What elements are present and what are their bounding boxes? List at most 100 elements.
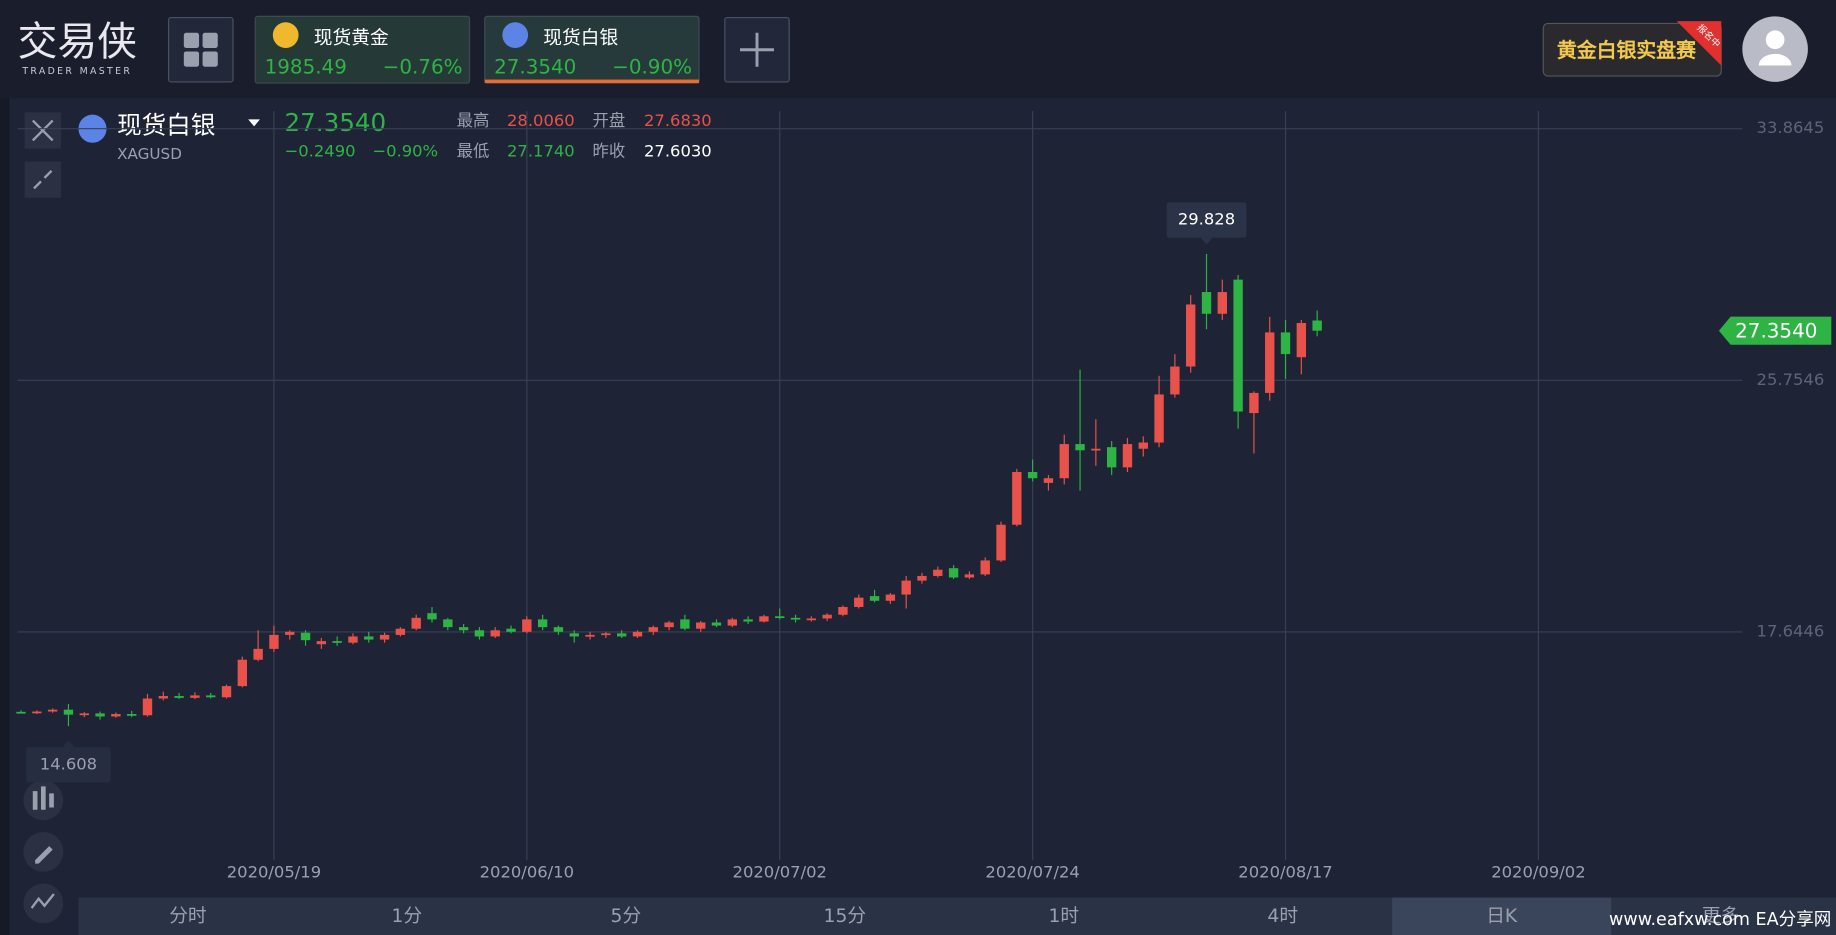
- candle-body: [1201, 292, 1212, 314]
- candle-body: [379, 634, 390, 640]
- candle-body: [553, 627, 564, 632]
- candle-body: [285, 631, 295, 635]
- candle-body: [996, 524, 1006, 561]
- candle-body: [364, 636, 374, 640]
- tab-gold[interactable]: [254, 15, 471, 84]
- close-icon: [31, 119, 54, 142]
- timeframe[interactable]: 15分: [824, 906, 867, 927]
- y-tick-label: 17.6446: [1757, 621, 1825, 640]
- candle-body: [854, 597, 864, 607]
- candle-body: [221, 686, 232, 698]
- candle-body: [1027, 472, 1038, 479]
- timeframe[interactable]: 4时: [1267, 906, 1298, 927]
- candle-body: [348, 636, 358, 643]
- tab-price: 1985.49: [265, 55, 347, 78]
- low-label: 最低: [457, 142, 490, 161]
- timeframe[interactable]: 分时: [169, 906, 206, 927]
- candle-body: [1122, 444, 1133, 468]
- tool-buttons: [23, 780, 64, 924]
- candle-body: [190, 695, 200, 698]
- candle-body: [901, 580, 911, 595]
- tab-price: 27.3540: [494, 55, 576, 78]
- candle-body: [158, 696, 168, 699]
- timeframe[interactable]: 1分: [392, 906, 423, 927]
- grid-button[interactable]: [168, 16, 234, 83]
- candle-body: [1138, 442, 1148, 449]
- candle-body: [1106, 447, 1117, 468]
- timeframe[interactable]: 1时: [1048, 906, 1079, 927]
- open-label: 开盘: [592, 111, 625, 130]
- candle-body: [16, 711, 26, 714]
- candle-body: [111, 714, 121, 717]
- left-edge: [0, 98, 10, 935]
- candle-body: [411, 617, 421, 629]
- timeframe[interactable]: 5分: [611, 906, 642, 927]
- open-value: 27.6830: [644, 111, 712, 130]
- candle-body: [63, 709, 74, 715]
- candle-body: [522, 619, 532, 632]
- timeframe[interactable]: 日K: [1486, 906, 1518, 927]
- candle-body: [1075, 444, 1085, 451]
- candle-body: [395, 628, 406, 635]
- candle-body: [664, 622, 674, 628]
- candle-body: [711, 622, 722, 626]
- candle-body: [253, 648, 263, 660]
- candle-body: [142, 698, 153, 716]
- silver-icon: [502, 22, 529, 48]
- timeframe-active: [1392, 897, 1612, 935]
- quote-change-pct: −0.90%: [372, 142, 438, 161]
- candle-body: [917, 575, 927, 581]
- candle-body: [506, 628, 516, 632]
- banner-badge-bg: [1676, 21, 1722, 66]
- prev-close-label: 昨收: [592, 142, 625, 161]
- candle-body: [537, 619, 548, 628]
- candle-body: [1186, 304, 1196, 367]
- candle-body: [616, 633, 627, 637]
- candle-body: [680, 619, 690, 629]
- shrink-button[interactable]: [24, 161, 61, 198]
- candle-body: [300, 632, 311, 641]
- candle-body: [743, 619, 753, 622]
- candle-body: [1249, 392, 1259, 414]
- quote-price: 27.3540: [285, 108, 387, 137]
- candle-body: [206, 695, 216, 698]
- candle-body: [696, 622, 706, 629]
- tab-active-bar: [484, 79, 700, 84]
- candle-body: [1296, 322, 1307, 358]
- candle-body: [1265, 332, 1275, 393]
- dropdown[interactable]: [248, 119, 260, 127]
- candle-body: [1091, 448, 1101, 451]
- candle-body: [885, 594, 896, 601]
- candle-body: [427, 613, 437, 620]
- tab-name: 现货白银: [543, 28, 618, 49]
- candle-body: [1043, 478, 1054, 483]
- last-price-label: 27.3540: [1735, 319, 1817, 342]
- candle-body: [237, 659, 248, 687]
- candle-body: [806, 618, 817, 621]
- candle-body: [1012, 472, 1022, 525]
- candle-body: [948, 568, 959, 578]
- candle-body: [775, 616, 785, 619]
- candle-body: [933, 569, 943, 576]
- candle-body: [443, 619, 453, 628]
- candle-body: [32, 711, 42, 714]
- x-tick-label: 2020/07/02: [733, 862, 827, 881]
- tab-name: 现货黄金: [314, 28, 389, 49]
- logo: 交易侠: [18, 19, 137, 65]
- candle-body: [490, 630, 500, 637]
- shrink-icon: [33, 170, 53, 190]
- logo-sub: TRADER MASTER: [21, 66, 132, 77]
- quote-change: −0.2490: [285, 142, 356, 161]
- high-value: 28.0060: [507, 111, 575, 130]
- avatar-body: [1758, 53, 1792, 66]
- y-tick-label: 33.8645: [1757, 118, 1825, 137]
- candle-body: [727, 619, 737, 626]
- tab-change: −0.90%: [612, 55, 692, 78]
- candle-body: [964, 574, 975, 578]
- candle-body: [127, 714, 137, 716]
- timeframe[interactable]: 更多: [1702, 906, 1739, 927]
- max-marker-box: [1166, 202, 1247, 238]
- candle-body: [95, 713, 105, 717]
